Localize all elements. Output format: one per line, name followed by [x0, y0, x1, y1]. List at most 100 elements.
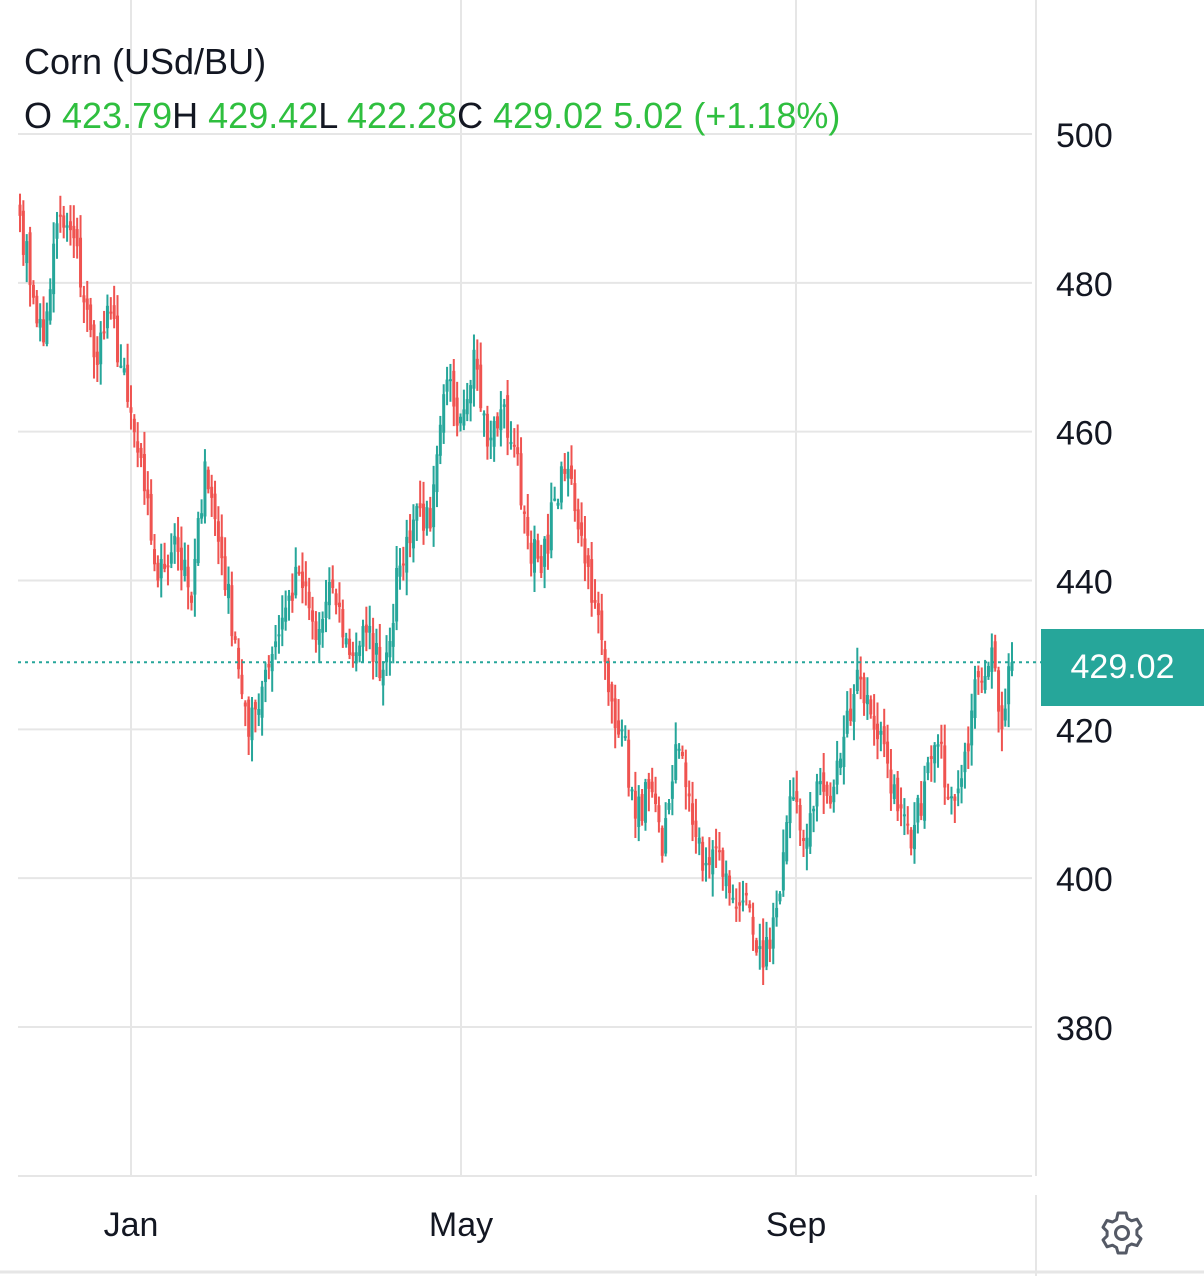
candle: [822, 753, 826, 814]
candle-body: [226, 583, 230, 599]
candle: [973, 665, 977, 729]
candle-body: [896, 777, 900, 812]
candle-body: [381, 669, 385, 686]
candle: [166, 554, 170, 586]
candle-body: [835, 760, 839, 785]
candle-body: [973, 679, 977, 719]
candle: [684, 749, 688, 810]
candlestick-series[interactable]: [18, 193, 1014, 986]
candle: [899, 787, 903, 827]
candle: [815, 773, 819, 822]
candle-body: [18, 204, 22, 216]
candle-body: [240, 674, 244, 695]
candle: [943, 724, 947, 805]
candle: [411, 504, 415, 563]
candle-body: [297, 571, 301, 574]
candle-body: [385, 652, 389, 663]
candle: [290, 573, 294, 613]
candle-body: [250, 707, 254, 741]
candle: [879, 721, 883, 752]
candle-body: [203, 461, 207, 517]
candle-body: [438, 424, 442, 456]
candle: [38, 303, 42, 342]
candle-body: [791, 797, 795, 800]
candle-body: [610, 684, 614, 702]
candle-body: [109, 311, 113, 314]
candle: [630, 786, 634, 801]
candle: [270, 646, 274, 692]
candle: [169, 533, 173, 569]
candle-body: [354, 652, 358, 664]
gear-icon[interactable]: [1098, 1209, 1146, 1257]
candle-body: [45, 311, 49, 344]
candle-body: [640, 794, 644, 821]
candle: [734, 888, 738, 922]
candle: [479, 342, 483, 412]
candle: [89, 297, 93, 338]
candle-body: [337, 602, 341, 607]
candle: [418, 480, 422, 517]
candle-body: [728, 875, 732, 894]
candle: [341, 599, 345, 648]
candle: [52, 222, 56, 313]
candle: [566, 451, 570, 497]
candle-body: [909, 829, 913, 849]
candle-body: [176, 537, 180, 552]
candle: [990, 633, 994, 689]
candle-body: [590, 559, 594, 603]
candle: [1003, 688, 1007, 727]
candle-body: [35, 295, 39, 324]
candle: [105, 294, 109, 339]
candle: [499, 391, 503, 447]
candle: [865, 677, 869, 720]
candle-body: [660, 827, 664, 856]
candle-body: [317, 629, 321, 645]
candle-body: [509, 441, 513, 445]
candle-body: [294, 566, 298, 596]
candle-body: [687, 793, 691, 797]
candle: [395, 545, 399, 631]
candle: [284, 590, 288, 631]
candle: [627, 729, 631, 797]
candle: [92, 320, 96, 379]
candle: [839, 752, 843, 776]
candle: [408, 514, 412, 558]
candle-body: [462, 409, 466, 426]
candle: [75, 217, 79, 259]
candle-body: [946, 796, 950, 799]
candle: [586, 548, 590, 590]
candle: [664, 802, 668, 857]
y-tick-label: 420: [1056, 712, 1113, 750]
candle-body: [657, 805, 661, 823]
candle-body: [200, 513, 204, 519]
candle-body: [741, 900, 745, 903]
candle-body: [559, 466, 563, 503]
candle: [55, 211, 59, 259]
candle-body: [116, 315, 120, 363]
candle-body: [401, 563, 405, 566]
candle-body: [997, 670, 1001, 712]
candle: [997, 666, 1001, 733]
candle: [872, 694, 876, 746]
candle-body: [475, 358, 479, 370]
candle-body: [761, 940, 765, 968]
candle-body: [815, 781, 819, 807]
candle: [230, 571, 234, 647]
candle-body: [189, 595, 193, 603]
candle-body: [1003, 708, 1007, 721]
candle: [163, 542, 167, 573]
candle-body: [95, 351, 99, 365]
candle-body: [600, 610, 604, 641]
candle-body: [237, 647, 241, 670]
candle: [691, 781, 695, 842]
candle-body: [512, 444, 516, 447]
candle-body: [808, 813, 812, 847]
candle: [233, 631, 237, 644]
candle: [536, 533, 540, 563]
candle-body: [643, 782, 647, 823]
candle: [674, 722, 678, 784]
candle: [892, 774, 896, 805]
candle: [226, 566, 230, 614]
